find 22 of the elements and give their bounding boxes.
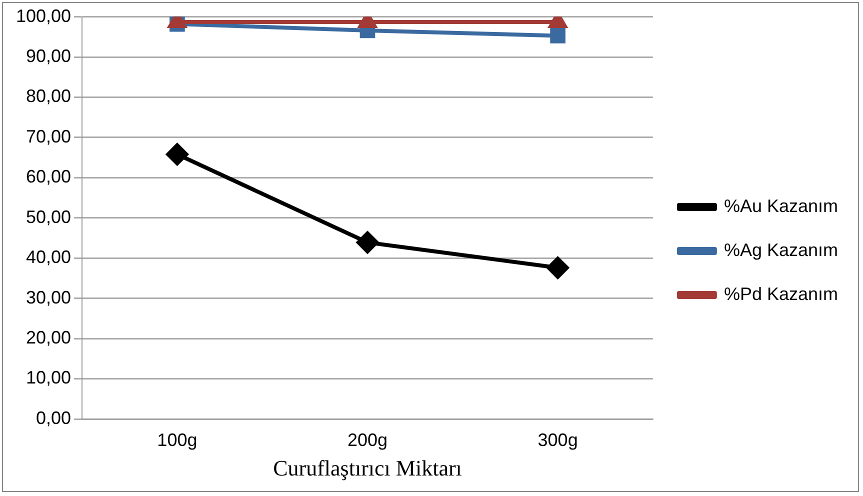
y-tick-label: 20,00 — [26, 328, 72, 348]
y-tick-label: 90,00 — [26, 46, 72, 66]
y-tick-label: 30,00 — [26, 287, 72, 308]
y-tick-label: 40,00 — [26, 247, 72, 268]
y-tick-label: 0,00 — [36, 408, 72, 428]
legend-label: %Ag Kazanım — [724, 240, 838, 260]
y-tick-label: 80,00 — [26, 86, 72, 106]
legend-label: %Pd Kazanım — [724, 284, 838, 304]
point — [166, 143, 188, 166]
y-tick-label: 10,00 — [26, 368, 72, 388]
x-tick-label: 200g — [347, 430, 388, 450]
y-tick-label: 60,00 — [26, 166, 72, 187]
y-tick-label: 100,00 — [16, 6, 72, 26]
y-tick-label: 70,00 — [26, 126, 72, 146]
x-tick-label: 300g — [538, 430, 578, 450]
point — [356, 231, 378, 254]
y-tick-label: 50,00 — [26, 206, 72, 227]
point — [546, 256, 569, 279]
x-tick-label: 100g — [157, 430, 198, 450]
legend-label: %Au Kazanım — [724, 196, 838, 216]
x-axis-title: Curuflaştırıcı Miktarı — [273, 456, 462, 481]
point — [550, 28, 566, 44]
